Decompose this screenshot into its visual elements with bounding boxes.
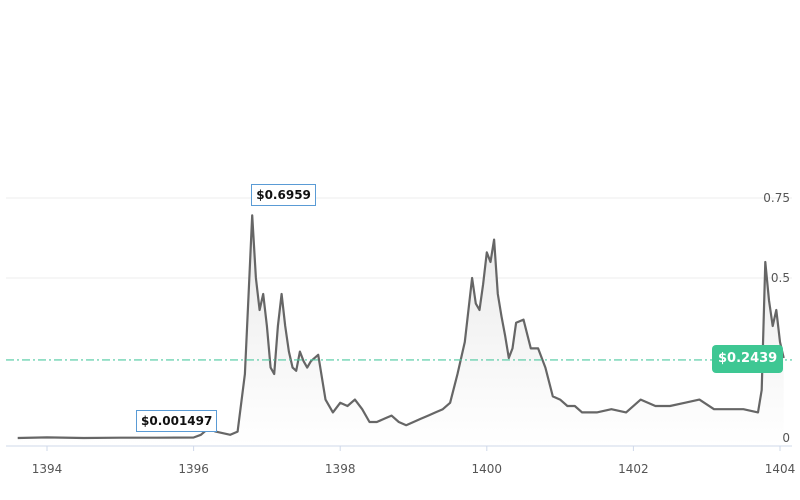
x-tick-label: 1400 [472,462,503,476]
x-tick-label: 1394 [32,462,63,476]
max-price-label: $0.6959 [251,184,316,206]
y-tick-label: 0.5 [771,271,790,285]
y-tick-label: 0 [782,431,790,445]
start-price-label: $0.001497 [136,410,218,432]
x-tick-label: 1402 [618,462,649,476]
y-tick-label: 0.75 [763,191,790,205]
current-price-badge: $0.2439 [712,344,784,373]
x-tick-label: 1398 [325,462,356,476]
price-line [17,214,785,440]
x-tick-label: 1396 [178,462,209,476]
price-area-fill [17,215,784,446]
x-tick-label: 1404 [765,462,796,476]
